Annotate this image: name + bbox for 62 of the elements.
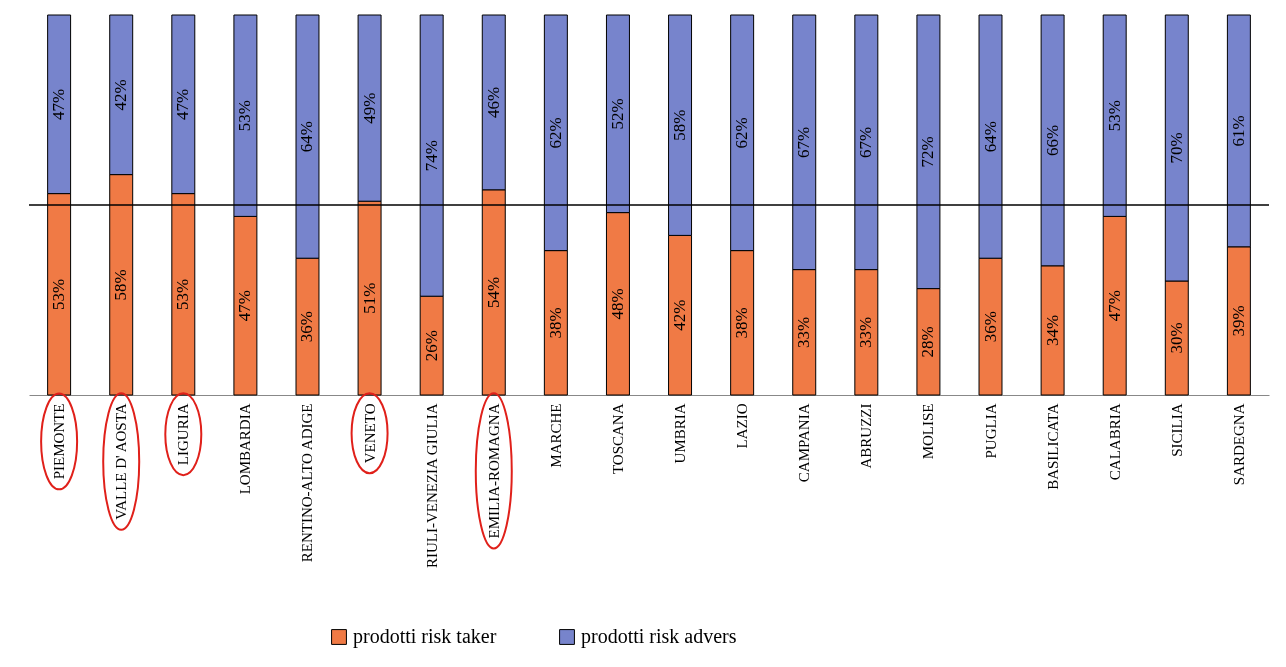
data-label: 30%: [1166, 322, 1186, 354]
data-label: 42%: [111, 79, 131, 111]
data-label: 47%: [1104, 290, 1124, 322]
x-tick-label: VALLE D' AOSTA: [113, 403, 130, 520]
data-label: 38%: [732, 307, 752, 339]
data-label: 38%: [545, 307, 565, 339]
data-label: 36%: [980, 311, 1000, 343]
data-label: 66%: [1042, 124, 1062, 156]
data-label: 58%: [111, 269, 131, 301]
data-label: 28%: [918, 326, 938, 358]
x-tick-label: LOMBARDIA: [237, 403, 254, 495]
data-label: 67%: [856, 126, 876, 158]
x-tick-label: PIEMONTE: [51, 403, 68, 480]
data-label: 33%: [794, 316, 814, 348]
data-label: 36%: [297, 311, 317, 343]
data-label: 42%: [670, 299, 690, 331]
x-tick-label: SICILIA: [1168, 403, 1185, 457]
x-tick-label: ABRUZZI: [858, 403, 875, 469]
data-label: 62%: [545, 117, 565, 149]
legend-label: prodotti risk advers: [581, 625, 737, 648]
x-tick-label: TOSCANA: [609, 403, 626, 475]
x-tick-label: RIULI-VENEZIA GIULIA: [423, 403, 440, 569]
data-label: 53%: [173, 278, 193, 310]
data-label: 53%: [49, 278, 69, 310]
data-label: 70%: [1166, 132, 1186, 164]
data-label: 58%: [670, 109, 690, 141]
data-label: 34%: [1042, 314, 1062, 346]
data-label: 74%: [421, 140, 441, 172]
data-label: 47%: [173, 88, 193, 120]
data-label: 51%: [359, 282, 379, 314]
x-tick-label: LAZIO: [734, 403, 751, 449]
x-tick-label: EMILIA-ROMAGNA: [485, 403, 502, 539]
x-tick-label: PUGLIA: [982, 403, 999, 459]
x-tick-label: CALABRIA: [1106, 403, 1123, 481]
x-tick-label: UMBRIA: [672, 403, 689, 464]
data-label: 53%: [235, 100, 255, 132]
x-tick-label: MARCHE: [547, 403, 564, 468]
x-tick-label: BASILICATA: [1044, 403, 1061, 490]
data-label: 49%: [359, 92, 379, 124]
legend-label: prodotti risk taker: [353, 625, 497, 648]
data-label: 26%: [421, 330, 441, 362]
data-label: 53%: [1104, 100, 1124, 132]
data-label: 61%: [1228, 115, 1248, 147]
data-label: 64%: [297, 121, 317, 153]
x-tick-label: LIGURIA: [175, 403, 192, 466]
data-label: 54%: [483, 276, 503, 308]
data-label: 52%: [607, 98, 627, 130]
data-label: 62%: [732, 117, 752, 149]
data-label: 64%: [980, 121, 1000, 153]
data-label: 46%: [483, 86, 503, 118]
x-tick-label: MOLISE: [920, 403, 937, 460]
data-label: 48%: [607, 288, 627, 320]
data-label: 47%: [49, 88, 69, 120]
data-label: 39%: [1228, 305, 1248, 337]
x-tick-label: RENTINO-ALTO ADIGE: [299, 403, 316, 563]
data-label: 47%: [235, 290, 255, 322]
x-tick-label: CAMPANIA: [796, 403, 813, 483]
data-label: 33%: [856, 316, 876, 348]
x-tick-label: SARDEGNA: [1230, 403, 1247, 486]
data-label: 72%: [918, 136, 938, 168]
x-tick-label: VENETO: [361, 403, 378, 464]
data-label: 67%: [794, 126, 814, 158]
